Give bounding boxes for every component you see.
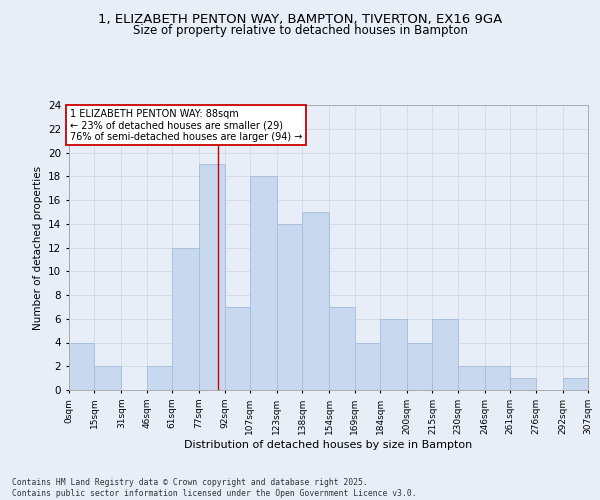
Bar [510,378,536,390]
Bar [302,212,329,390]
Text: Size of property relative to detached houses in Bampton: Size of property relative to detached ho… [133,24,467,37]
Bar [147,366,172,390]
Bar [380,319,407,390]
Bar [458,366,485,390]
Text: 1 ELIZABETH PENTON WAY: 88sqm
← 23% of detached houses are smaller (29)
76% of s: 1 ELIZABETH PENTON WAY: 88sqm ← 23% of d… [70,108,302,142]
Bar [172,248,199,390]
Bar [199,164,224,390]
X-axis label: Distribution of detached houses by size in Bampton: Distribution of detached houses by size … [184,440,473,450]
Bar [355,342,380,390]
Bar [485,366,510,390]
Bar [563,378,588,390]
Bar [277,224,302,390]
Bar [329,307,355,390]
Text: 1, ELIZABETH PENTON WAY, BAMPTON, TIVERTON, EX16 9GA: 1, ELIZABETH PENTON WAY, BAMPTON, TIVERT… [98,12,502,26]
Bar [407,342,433,390]
Bar [224,307,250,390]
Bar [94,366,121,390]
Bar [433,319,458,390]
Y-axis label: Number of detached properties: Number of detached properties [32,166,43,330]
Text: Contains HM Land Registry data © Crown copyright and database right 2025.
Contai: Contains HM Land Registry data © Crown c… [12,478,416,498]
Bar [250,176,277,390]
Bar [69,342,94,390]
